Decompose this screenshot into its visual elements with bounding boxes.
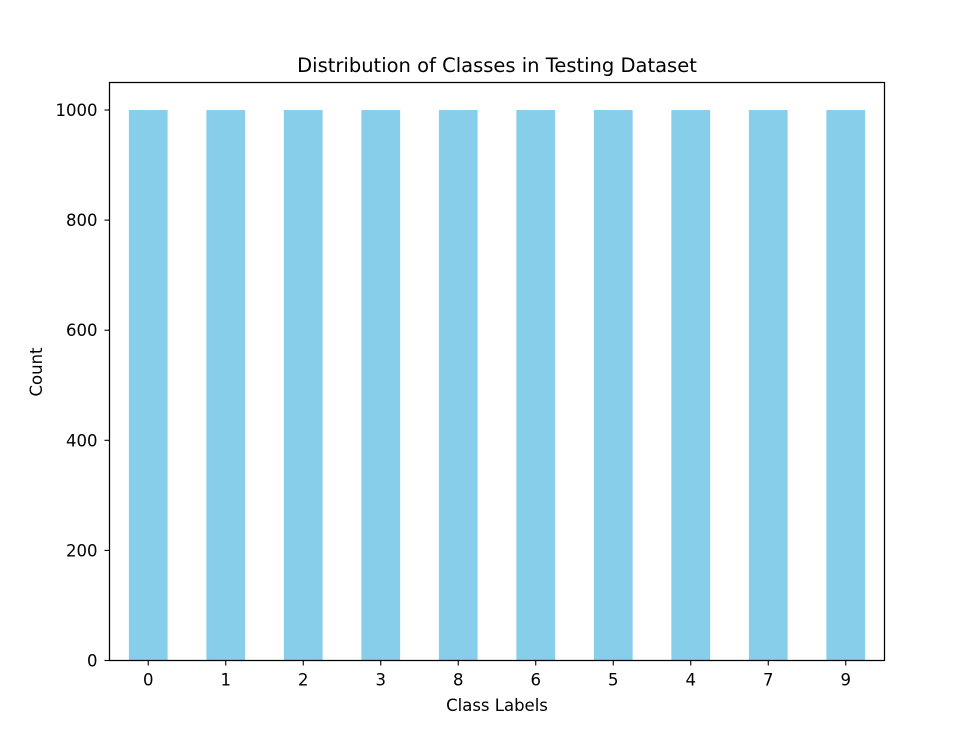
y-tick-label: 800 <box>66 211 98 230</box>
plot-frame <box>108 81 886 662</box>
x-tick-label: 7 <box>763 671 774 690</box>
bar-class-7 <box>748 110 788 661</box>
ticks-layer: 0 1 2 3 8 6 5 4 7 9 0 200 400 600 800 1000 <box>56 101 852 689</box>
x-tick-label: 4 <box>686 671 697 690</box>
y-tick-label: 400 <box>66 431 98 450</box>
x-tick-label: 0 <box>143 671 154 690</box>
y-tick-label: 1000 <box>56 101 98 120</box>
bar-class-0 <box>128 110 168 661</box>
x-axis-label: Class Labels <box>446 696 548 715</box>
chart-title: Distribution of Classes in Testing Datas… <box>297 54 697 77</box>
bar-class-6 <box>516 110 556 661</box>
x-tick-label: 6 <box>531 671 542 690</box>
bar-class-8 <box>438 110 478 661</box>
y-tick-label: 200 <box>66 541 98 560</box>
bar-class-5 <box>593 110 633 661</box>
x-tick-label: 9 <box>841 671 852 690</box>
y-tick-label: 0 <box>87 652 98 671</box>
x-tick-label: 8 <box>453 671 464 690</box>
y-tick-label: 600 <box>66 321 98 340</box>
bar-class-2 <box>283 110 323 661</box>
bar-class-3 <box>361 110 401 661</box>
x-tick-label: 3 <box>376 671 387 690</box>
bars-layer <box>128 110 866 661</box>
bar-class-9 <box>826 110 866 661</box>
x-tick-label: 5 <box>608 671 619 690</box>
y-axis-label: Count <box>27 347 46 397</box>
bar-class-4 <box>671 110 711 661</box>
x-tick-label: 1 <box>221 671 232 690</box>
bar-class-1 <box>206 110 246 661</box>
x-tick-label: 2 <box>298 671 309 690</box>
